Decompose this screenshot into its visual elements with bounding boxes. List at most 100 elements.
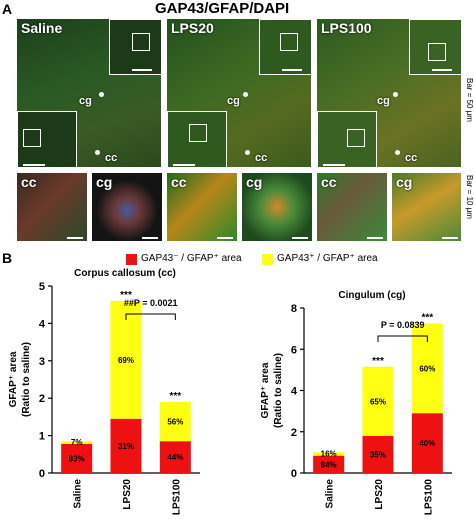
group-label-lps100: LPS100	[321, 20, 372, 36]
category-label: LPS20	[122, 479, 133, 510]
bar-segment	[362, 435, 394, 473]
zoom-label: cc	[171, 174, 187, 190]
zoom-lps20-cc: cc	[166, 172, 238, 242]
roi-box	[347, 129, 365, 147]
comparison-bracket	[125, 313, 176, 320]
zoom-lps100-cg: cg	[391, 172, 462, 242]
roi-marker	[95, 150, 100, 155]
panel-a-letter: A	[2, 1, 13, 17]
scale-bar	[132, 69, 152, 71]
inset-cg-saline	[109, 19, 161, 75]
roi-box	[280, 33, 298, 51]
significance-mark: ***	[120, 290, 132, 301]
roi-box	[132, 33, 150, 51]
bar-segment	[362, 366, 394, 436]
stain-title-sep: /	[249, 0, 254, 17]
chart-cingulum: Cingulum (cg) 0 2 4 6 8 GFAP⁺ area (Ratio to sa…	[260, 290, 452, 515]
bar-segment	[313, 452, 345, 456]
category-label: LPS100	[171, 479, 182, 516]
bar-segment	[159, 401, 191, 442]
zoom-lps20-cg: cg	[241, 172, 313, 242]
zoom-label: cg	[396, 174, 413, 190]
stain-title-gfap: GFAP	[208, 0, 250, 17]
zoom-label: cc	[21, 174, 37, 190]
group-label-lps20: LPS20	[171, 20, 214, 36]
bar-pct-label: 69%	[118, 356, 134, 365]
stain-title-sep: /	[204, 0, 209, 17]
bar-pct-label: 65%	[370, 397, 386, 406]
zoom-lps100-cc: cc	[316, 172, 388, 242]
bar-pct-label: 44%	[167, 453, 183, 462]
y-axis-label: (Ratio to saline)	[21, 342, 32, 417]
y-tick-label: 6	[291, 344, 297, 356]
bar-pct-label: 93%	[69, 454, 85, 463]
comparison-label: P = 0.0839	[381, 320, 425, 330]
roi-marker	[395, 150, 400, 155]
y-tick-label: 3	[39, 356, 45, 368]
scale-bar	[282, 69, 302, 71]
scale-bar	[323, 164, 345, 166]
scale-bar	[23, 164, 45, 166]
inset-cg-lps100	[409, 19, 461, 75]
bar-pct-label: 35%	[370, 450, 386, 459]
legend-label-gap43neg: GAP43⁻ / GFAP⁺ area	[141, 253, 242, 264]
inset-cc-saline	[17, 111, 77, 167]
roi-box	[189, 124, 207, 142]
category-label: Saline	[325, 479, 336, 509]
roi-marker	[243, 92, 248, 97]
bar-segment	[110, 418, 142, 473]
region-label-cc: cc	[405, 152, 418, 164]
comparison-bracket	[377, 335, 428, 342]
bar-segment	[61, 441, 93, 444]
region-label-cg: cg	[227, 95, 240, 107]
bar-pct-label: 56%	[167, 418, 183, 427]
bar-pct-label: 7%	[71, 438, 83, 447]
bar-segment	[313, 455, 345, 473]
bar-pct-label: 16%	[321, 449, 337, 458]
y-tick-label: 2	[291, 427, 297, 439]
roi-marker	[99, 92, 104, 97]
inset-cg-lps20	[259, 19, 311, 75]
zoom-label: cc	[321, 174, 337, 190]
roi-marker	[245, 150, 250, 155]
bar-segment	[411, 413, 443, 473]
y-axis-label: GFAP⁺ area	[260, 362, 271, 418]
scale-bar	[173, 164, 195, 166]
y-tick-label: 5	[39, 281, 45, 293]
y-axis-label: (Ratio to saline)	[273, 353, 284, 428]
roi-box	[428, 43, 446, 61]
region-label-cc: cc	[255, 152, 268, 164]
category-label: Saline	[73, 479, 84, 509]
significance-mark: ***	[372, 356, 384, 367]
scale-bar	[292, 237, 308, 239]
scale-bar	[442, 237, 458, 239]
y-tick-label: 2	[39, 393, 45, 405]
bar-pct-label: 84%	[321, 460, 337, 469]
stain-title-dapi: DAPI	[253, 0, 290, 17]
micrograph-lps100: LPS100 cg cc	[316, 18, 462, 168]
roi-box	[23, 129, 41, 147]
bar-segment	[159, 441, 191, 473]
y-tick-label: 1	[39, 431, 45, 443]
y-tick-label: 4	[39, 318, 46, 330]
inset-cc-lps20	[167, 111, 227, 167]
micrograph-saline: Saline cg cc	[16, 18, 162, 168]
legend-swatch-gap43pos	[262, 254, 273, 265]
legend-label-gap43pos: GAP43⁺ / GFAP⁺ area	[277, 253, 378, 264]
bar-segment	[61, 443, 93, 473]
scale-bar	[217, 237, 233, 239]
y-tick-label: 0	[39, 468, 45, 480]
region-label-cg: cg	[79, 95, 92, 107]
zoom-saline-cg: cg	[91, 172, 163, 242]
category-label: LPS20	[374, 479, 385, 510]
y-axis-label: GFAP⁺ area	[8, 351, 19, 407]
region-label-cg: cg	[377, 95, 390, 107]
significance-mark: ***	[421, 312, 433, 323]
zoom-label: cg	[246, 174, 263, 190]
bar-segment	[110, 300, 142, 419]
significance-mark: ***	[169, 391, 181, 402]
scale-bar	[432, 69, 452, 71]
legend-swatch-gap43neg	[126, 254, 137, 265]
chart-corpus-callosum: Corpus callosum (cc) 0 1 2 3 4 5 GFAP⁺ area (Rat…	[8, 268, 200, 515]
zoom-saline-cc: cc	[16, 172, 88, 242]
